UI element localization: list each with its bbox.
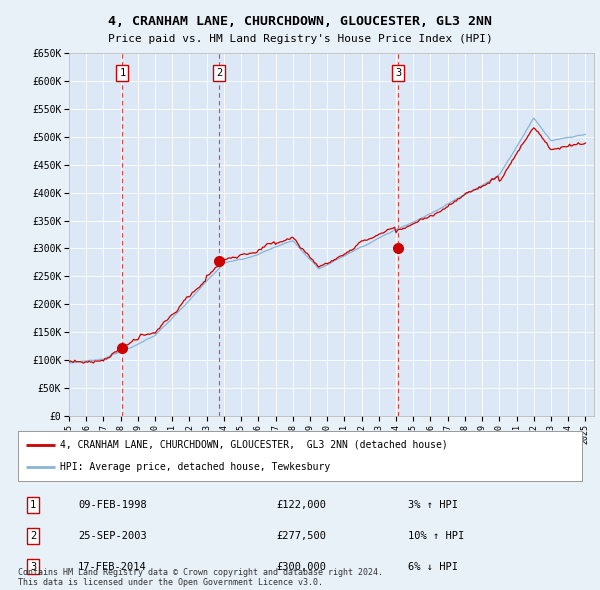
Text: £300,000: £300,000 xyxy=(276,562,326,572)
Text: 6% ↓ HPI: 6% ↓ HPI xyxy=(408,562,458,572)
Text: 17-FEB-2014: 17-FEB-2014 xyxy=(78,562,147,572)
Text: 1: 1 xyxy=(30,500,36,510)
Text: 2: 2 xyxy=(30,531,36,541)
Text: 3: 3 xyxy=(395,68,401,78)
Text: 10% ↑ HPI: 10% ↑ HPI xyxy=(408,531,464,541)
Text: 4, CRANHAM LANE, CHURCHDOWN, GLOUCESTER, GL3 2NN: 4, CRANHAM LANE, CHURCHDOWN, GLOUCESTER,… xyxy=(108,15,492,28)
Text: 3: 3 xyxy=(30,562,36,572)
Text: HPI: Average price, detached house, Tewkesbury: HPI: Average price, detached house, Tewk… xyxy=(60,462,331,472)
Text: 09-FEB-1998: 09-FEB-1998 xyxy=(78,500,147,510)
Text: 2: 2 xyxy=(216,68,223,78)
Text: 4, CRANHAM LANE, CHURCHDOWN, GLOUCESTER,  GL3 2NN (detached house): 4, CRANHAM LANE, CHURCHDOWN, GLOUCESTER,… xyxy=(60,440,448,450)
Text: £122,000: £122,000 xyxy=(276,500,326,510)
Text: 3% ↑ HPI: 3% ↑ HPI xyxy=(408,500,458,510)
Text: Price paid vs. HM Land Registry's House Price Index (HPI): Price paid vs. HM Land Registry's House … xyxy=(107,34,493,44)
Text: 1: 1 xyxy=(119,68,125,78)
Text: 25-SEP-2003: 25-SEP-2003 xyxy=(78,531,147,541)
Text: Contains HM Land Registry data © Crown copyright and database right 2024.
This d: Contains HM Land Registry data © Crown c… xyxy=(18,568,383,587)
Text: £277,500: £277,500 xyxy=(276,531,326,541)
